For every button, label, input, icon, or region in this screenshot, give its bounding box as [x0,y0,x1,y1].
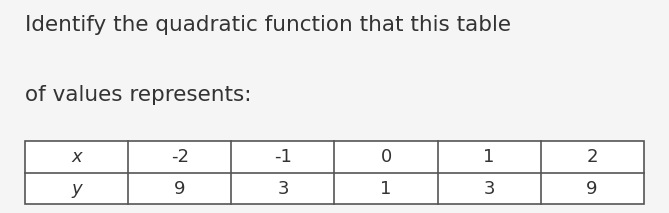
Text: y: y [72,180,82,197]
Text: 3: 3 [277,180,289,197]
Text: 1: 1 [483,148,495,166]
Text: 1: 1 [380,180,392,197]
Text: -2: -2 [171,148,189,166]
Text: 0: 0 [381,148,391,166]
Text: Identify the quadratic function that this table: Identify the quadratic function that thi… [25,15,511,35]
Text: of values represents:: of values represents: [25,85,252,105]
Text: 9: 9 [174,180,186,197]
Text: -1: -1 [274,148,292,166]
Bar [25,141,644,204]
Text: 9: 9 [586,180,598,197]
Text: 3: 3 [483,180,495,197]
Text: 2: 2 [586,148,598,166]
Text: x: x [72,148,82,166]
